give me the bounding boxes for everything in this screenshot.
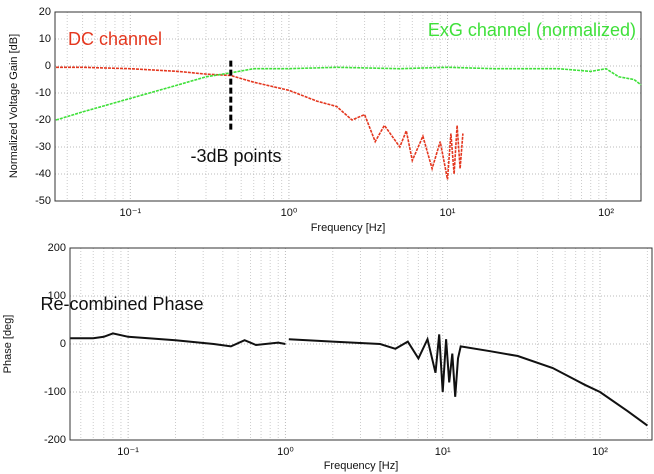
data-line	[70, 332, 286, 348]
y-tick-label: 100	[48, 290, 66, 302]
plot-area	[55, 12, 641, 201]
x-tick-label: 10²	[592, 446, 608, 458]
y-tick-label: 20	[39, 6, 51, 18]
x-tick-label: 10¹	[435, 446, 451, 458]
data-line	[55, 66, 642, 121]
x-tick-label: 10⁻¹	[117, 446, 139, 458]
x-axis-label: Frequency [Hz]	[324, 460, 399, 472]
y-tick-label: 0	[45, 60, 51, 72]
x-tick-label: 10⁻¹	[119, 207, 141, 219]
y-tick-label: -20	[35, 114, 51, 126]
y-tick-label: -50	[35, 195, 51, 207]
x-tick-label: 10⁰	[281, 207, 298, 219]
data-line	[288, 334, 648, 427]
x-tick-label: 10²	[598, 207, 614, 219]
series-label: ExG channel (normalized)	[428, 20, 636, 40]
data-line	[56, 66, 464, 180]
y-tick-label: -30	[35, 141, 51, 153]
annotation: Re-combined Phase	[40, 294, 203, 314]
y-tick-label: 10	[39, 33, 51, 45]
y-tick-label: -10	[35, 87, 51, 99]
x-axis-label: Frequency [Hz]	[311, 222, 386, 234]
y-tick-label: -40	[35, 168, 51, 180]
x-tick-label: 10¹	[440, 207, 456, 219]
plot-frame	[69, 247, 653, 441]
x-tick-label: 10⁰	[277, 446, 294, 458]
y-tick-label: 200	[48, 242, 66, 254]
y-axis-label: Normalized Voltage Gain [dB]	[8, 34, 20, 178]
y-tick-label: 0	[60, 338, 66, 350]
series-label: DC channel	[68, 29, 162, 49]
y-tick-label: -100	[44, 386, 66, 398]
y-axis-label: Phase [deg]	[2, 315, 14, 374]
annotation: -3dB points	[190, 146, 281, 166]
y-tick-label: -200	[44, 434, 66, 446]
plot-frame	[54, 11, 642, 202]
